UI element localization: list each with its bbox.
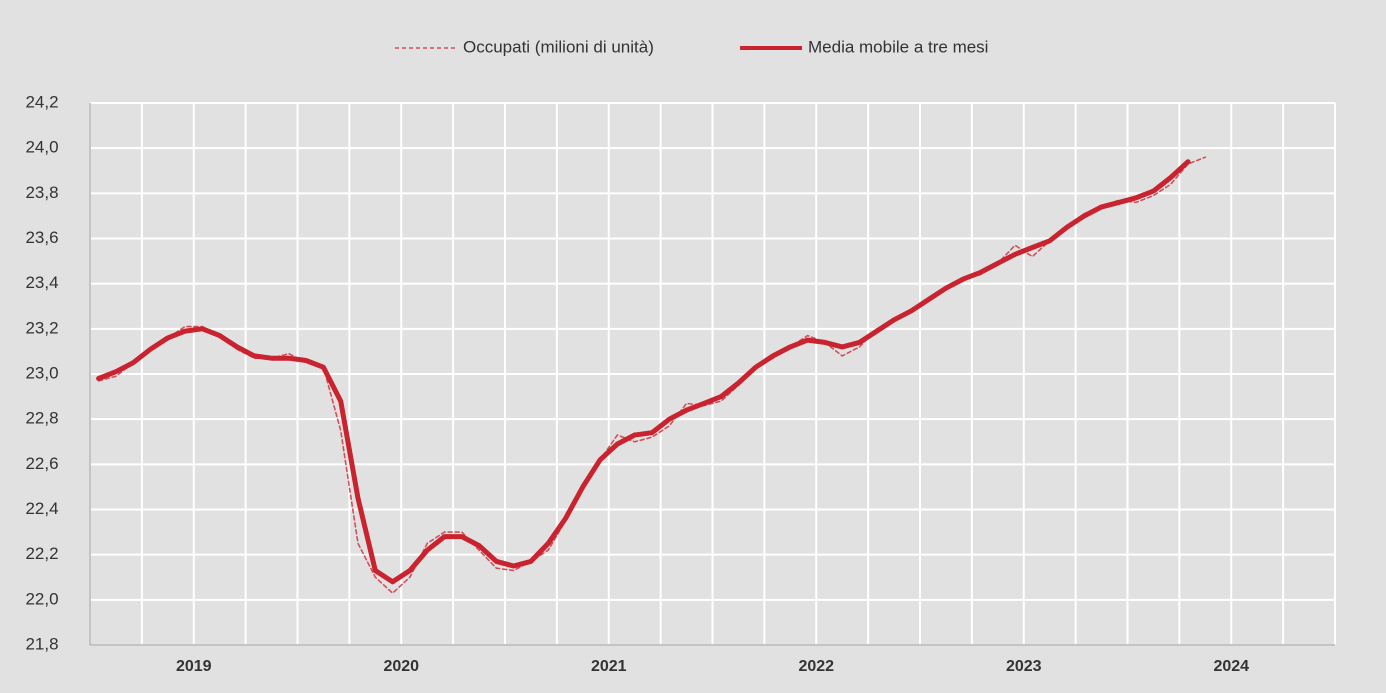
y-tick-label: 21,8 <box>25 634 58 653</box>
x-tick-label: 2023 <box>1006 658 1042 675</box>
y-tick-label: 23,6 <box>25 228 58 247</box>
x-tick-label: 2021 <box>591 658 627 675</box>
x-tick-label: 2022 <box>798 658 834 675</box>
y-tick-label: 23,2 <box>25 318 58 337</box>
y-tick-label: 22,8 <box>25 409 58 428</box>
x-tick-label: 2019 <box>176 658 212 675</box>
series-line <box>96 159 1191 585</box>
x-tick-label: 2024 <box>1213 658 1249 675</box>
legend-label: Occupati (milioni di unità) <box>463 37 654 56</box>
y-tick-label: 22,0 <box>25 589 58 608</box>
y-tick-label: 23,8 <box>25 183 58 202</box>
y-tick-label: 22,6 <box>25 454 58 473</box>
y-tick-label: 22,4 <box>25 499 58 518</box>
y-tick-label: 22,2 <box>25 544 58 563</box>
x-tick-label: 2020 <box>383 658 419 675</box>
series-line <box>97 156 1207 594</box>
y-tick-label: 23,4 <box>25 273 58 292</box>
y-tick-label: 23,0 <box>25 363 58 382</box>
y-tick-label: 24,2 <box>25 92 58 111</box>
y-tick-label: 24,0 <box>25 138 58 157</box>
legend-label: Media mobile a tre mesi <box>808 37 988 56</box>
